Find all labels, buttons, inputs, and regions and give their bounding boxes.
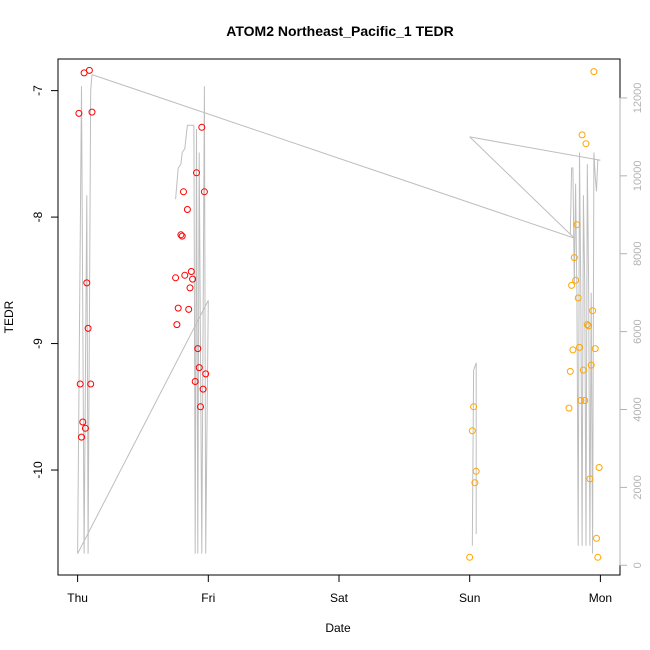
line-segment-3	[175, 124, 194, 200]
line-segment-1	[91, 74, 575, 239]
data-point-orange-2	[470, 403, 478, 411]
data-point-orange-19	[583, 321, 591, 329]
data-point-orange-3	[471, 479, 479, 487]
data-point-orange-24	[590, 68, 598, 76]
data-point-red-31	[202, 370, 210, 378]
data-point-orange-26	[593, 534, 600, 542]
data-point-red-6	[83, 279, 91, 287]
y2-tick-label: 6000	[632, 319, 644, 343]
data-point-orange-7	[568, 281, 576, 289]
x-axis-label: Date	[325, 621, 351, 635]
points-layer	[75, 66, 603, 561]
chart-title: ATOM2 Northeast_Pacific_1 TEDR	[226, 23, 453, 39]
data-point-orange-15	[578, 131, 586, 139]
line-segment-6	[469, 136, 601, 161]
data-point-red-23	[191, 378, 199, 385]
data-point-orange-12	[574, 294, 582, 302]
x-tick-label: Sun	[459, 591, 480, 605]
data-point-red-30	[200, 188, 208, 196]
data-point-orange-13	[576, 343, 583, 351]
y-tick-label: -7	[31, 85, 45, 96]
data-point-orange-9	[570, 254, 578, 262]
data-point-red-25	[194, 345, 202, 353]
data-point-red-19	[185, 305, 193, 313]
y-axis-right: 0 2000 4000 6000 8000 10000 12000	[619, 83, 644, 568]
line-segment-2	[77, 300, 209, 554]
data-point-orange-21	[586, 475, 594, 483]
data-point-orange-22	[587, 361, 595, 369]
data-point-red-12	[173, 321, 181, 329]
x-tick-label: Mon	[589, 591, 612, 605]
data-point-red-15	[178, 232, 186, 240]
line-segment-8	[569, 152, 600, 554]
line-segment-7	[471, 362, 477, 546]
data-point-orange-14	[577, 397, 585, 404]
data-point-red-1	[76, 380, 84, 388]
data-point-red-11	[172, 274, 180, 282]
y2-tick-label: 10000	[632, 161, 644, 192]
data-point-red-18	[183, 206, 191, 213]
data-point-red-29	[199, 385, 207, 393]
data-point-orange-16	[579, 366, 587, 374]
data-point-red-27	[197, 403, 204, 411]
data-point-orange-17	[581, 397, 589, 404]
data-point-red-10	[88, 108, 96, 116]
y-axis-left: -10 -9 -8 -7	[31, 85, 59, 479]
data-point-orange-25	[591, 345, 599, 353]
data-point-red-9	[87, 380, 95, 388]
x-tick-label: Fri	[201, 591, 215, 605]
data-point-red-24	[193, 169, 200, 177]
data-point-orange-8	[569, 346, 577, 354]
data-point-red-14	[177, 231, 185, 239]
data-point-orange-23	[589, 307, 597, 315]
data-point-orange-18	[582, 140, 590, 148]
line-segment-5	[469, 136, 575, 239]
data-point-orange-11	[573, 221, 581, 229]
data-point-orange-1	[468, 427, 476, 435]
data-point-orange-0	[466, 553, 474, 561]
data-point-red-17	[181, 271, 189, 279]
data-point-orange-4	[472, 467, 480, 475]
y-tick-label: -10	[31, 461, 45, 479]
data-point-red-3	[79, 418, 87, 426]
line-segment-0	[77, 74, 93, 554]
y2-tick-label: 2000	[632, 475, 644, 499]
data-point-red-0	[75, 109, 83, 117]
data-point-orange-10	[572, 276, 580, 284]
data-point-red-13	[174, 304, 182, 312]
x-tick-label: Thu	[67, 591, 88, 605]
y-axis-label: TEDR	[2, 300, 16, 333]
line-segment-4	[193, 86, 209, 554]
data-point-orange-28	[595, 464, 603, 471]
data-point-red-20	[186, 284, 194, 292]
y2-tick-label: 12000	[632, 83, 644, 114]
x-tick-label: Sat	[330, 591, 349, 605]
data-point-orange-5	[565, 404, 573, 412]
y2-tick-label: 4000	[632, 397, 644, 421]
y2-tick-label: 8000	[632, 241, 644, 265]
data-point-red-21	[187, 268, 195, 275]
y-tick-label: -8	[31, 211, 45, 222]
line-layer	[77, 74, 601, 554]
data-point-red-28	[198, 123, 206, 131]
data-point-red-5	[81, 424, 89, 432]
data-point-orange-6	[566, 367, 574, 375]
data-point-red-8	[85, 66, 93, 74]
data-point-orange-20	[585, 322, 593, 330]
data-point-red-16	[180, 188, 187, 196]
data-point-red-2	[78, 433, 85, 441]
data-point-red-7	[84, 324, 92, 332]
y2-tick-label: 0	[632, 562, 644, 568]
x-axis: Thu Fri Sat Sun Mon	[67, 574, 612, 605]
data-point-orange-27	[594, 553, 602, 561]
data-point-red-22	[189, 275, 197, 283]
data-point-red-26	[195, 364, 203, 372]
y-tick-label: -9	[31, 338, 45, 349]
